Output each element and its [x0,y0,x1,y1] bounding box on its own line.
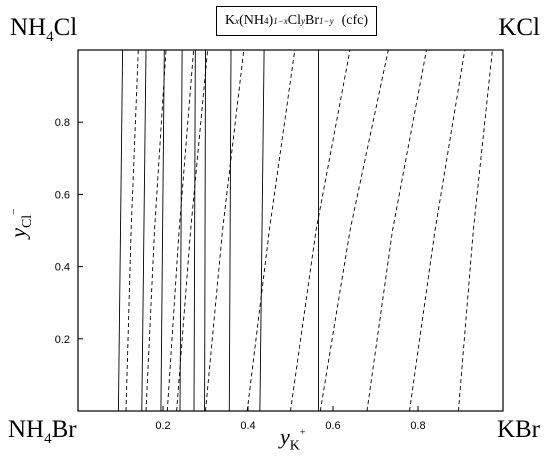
plot-frame [77,49,504,412]
solid-series-line-0 [117,49,124,412]
title-cl: Cl [287,13,301,28]
solid-series-line-6 [228,49,232,412]
y-tick-label-1: 0.4 [55,262,70,274]
title-k: K [225,13,236,28]
dashed-series-line-9 [125,49,139,412]
series-layer [117,49,493,412]
title-br: Br [305,13,319,28]
title-nh4: (NH [239,13,265,28]
x-tick-label-2: 0.6 [325,420,340,432]
dashed-series-line-11 [166,49,195,412]
dashed-series-line-17 [366,49,427,412]
x-tick-label-3: 0.8 [410,420,425,432]
dashed-series-line-15 [290,49,351,412]
x-tick-label-1: 0.4 [240,420,255,432]
corner-label-top-left: NH4Cl [10,14,78,45]
title-cfc: (cfc) [341,13,368,28]
solid-series-line-4 [193,49,196,412]
solid-series-line-3 [179,49,183,412]
dashed-series-line-10 [145,49,167,412]
y-axis-label: yCl− [5,208,35,238]
dashed-series-line-13 [205,49,245,412]
corner-label-bottom-right: KBr [496,416,540,443]
x-tick-label-0: 0.2 [155,420,170,432]
y-tick-label-2: 0.6 [55,189,70,201]
solid-series-line-2 [160,49,165,412]
title-close: ) [268,13,274,28]
dashed-series-line-19 [457,49,493,412]
title-y: y [301,16,305,26]
title-four: 4 [264,16,269,26]
ticks-layer: 0.2 0.4 0.6 0.8 0.2 0.4 0.6 0.8 [55,117,426,432]
dashed-series-line-12 [176,49,209,412]
solid-series-line-1 [141,49,147,412]
y-tick-label-0: 0.2 [55,334,70,346]
title-oneminusx: 1−x [273,16,288,26]
x-axis-label: yK+ [280,424,306,454]
corner-label-top-right: KCl [498,14,540,41]
title-oneminusy: 1−y [319,16,334,26]
y-tick-label-3: 0.8 [55,117,70,129]
solid-series-line-5 [204,49,206,412]
solid-series-line-7 [259,49,265,412]
title-x: x [235,16,240,26]
dashed-series-line-18 [409,49,466,412]
dashed-series-line-16 [319,49,389,412]
corner-label-bottom-left: NH4Br [8,416,77,447]
dashed-series-line-14 [246,49,296,412]
